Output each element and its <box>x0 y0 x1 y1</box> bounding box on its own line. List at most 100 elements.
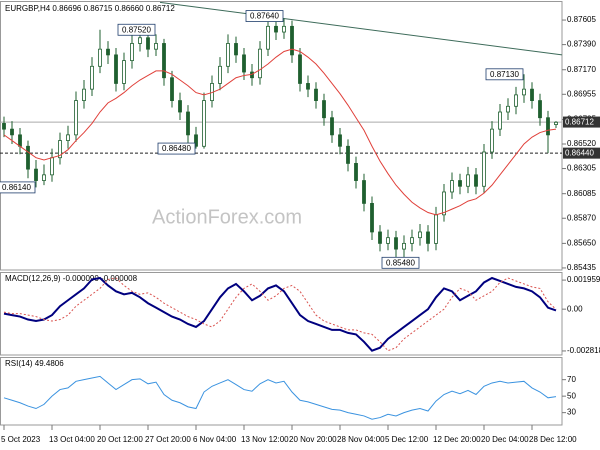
candle-body <box>242 54 246 73</box>
level-label: 0.86440 <box>565 149 594 158</box>
candle-body <box>114 54 118 84</box>
rsi-title: RSI(14) 49.4806 <box>5 359 64 368</box>
candle-body <box>258 48 262 79</box>
y-tick-label: 70 <box>567 375 576 384</box>
candle-body <box>186 111 190 136</box>
y-tick-label: 0.85435 <box>567 263 596 272</box>
price-panel <box>0 1 563 271</box>
candle-body <box>274 25 278 33</box>
candle-body <box>370 202 374 233</box>
y-tick-label: 0.86520 <box>567 139 596 148</box>
annotation-box <box>117 23 156 36</box>
x-tick-label: 28 Dec 12:00 <box>529 435 577 444</box>
candle-body <box>282 25 286 33</box>
y-tick-label: 0.86955 <box>567 89 596 98</box>
x-tick-label: 5 Dec 12:00 <box>385 435 429 444</box>
candle-body <box>354 163 358 181</box>
annotation-box <box>0 181 36 194</box>
candle-body <box>426 231 430 244</box>
candle-body <box>362 180 366 204</box>
candle-body <box>546 117 550 136</box>
annotation-label: 0.87520 <box>122 25 151 34</box>
candle-body <box>202 100 206 147</box>
y-tick-label: 0.87390 <box>567 40 596 49</box>
candle-body <box>266 25 270 50</box>
x-tick-label: 6 Nov 04:00 <box>193 435 237 444</box>
moving-average <box>3 48 557 216</box>
candle-body <box>346 145 350 164</box>
chart-title: EURGBP,H4 0.86696 0.86715 0.86660 0.8671… <box>5 4 175 13</box>
candle-body <box>522 88 526 96</box>
candle-body <box>18 134 22 147</box>
candle-body <box>298 54 302 84</box>
watermark: ActionForex.com <box>152 206 302 228</box>
candle-body <box>146 37 150 50</box>
candle-body <box>482 151 486 187</box>
indicator-line <box>3 277 557 352</box>
candle-body <box>2 123 6 130</box>
candle-body <box>394 237 398 250</box>
candle-body <box>178 100 182 113</box>
candle-body <box>10 128 14 136</box>
annotation-label: 0.87130 <box>490 70 519 79</box>
candle-body <box>34 168 38 181</box>
y-tick-label: 0.85650 <box>567 238 596 247</box>
y-tick-label: 0.86085 <box>567 189 596 198</box>
x-tick-label: 5 Oct 2023 <box>1 435 41 444</box>
candle-body <box>466 174 470 187</box>
x-tick-label: 13 Oct 04:00 <box>49 435 95 444</box>
candle-body <box>306 83 310 90</box>
x-tick-label: 20 Oct 12:00 <box>97 435 143 444</box>
y-tick-label: 0.86305 <box>567 164 596 173</box>
macd-title: MACD(12,26,9) -0.000090 -0.000008 <box>5 274 138 283</box>
candle-body <box>218 65 222 84</box>
annotation-label: 0.86480 <box>162 144 191 153</box>
level-tag <box>563 147 600 159</box>
candle-body <box>418 231 422 239</box>
candle-body <box>538 100 542 119</box>
candle-body <box>290 25 294 56</box>
last-price-tag <box>563 116 600 128</box>
y-tick-label: 0.87170 <box>567 65 596 74</box>
candle-body <box>434 214 438 244</box>
candle-body <box>82 88 86 101</box>
candle-body <box>74 100 78 136</box>
x-tick-label: 13 Nov 12:00 <box>241 435 289 444</box>
candle-body <box>130 43 134 62</box>
candle-body <box>122 60 126 84</box>
annotation-label: 0.86140 <box>2 183 31 192</box>
y-tick-label: 0.87605 <box>567 15 596 24</box>
x-tick-label: 12 Dec 20:00 <box>433 435 481 444</box>
macd-panel <box>0 272 563 356</box>
candle-body <box>378 231 382 244</box>
y-tick-label: 0.00 <box>567 304 583 313</box>
annotation-box <box>485 68 524 81</box>
candle-body <box>194 134 198 147</box>
candle-body <box>330 117 334 136</box>
candle-body <box>338 134 342 147</box>
candle-body <box>90 65 94 90</box>
candle-body <box>386 237 390 244</box>
annotation-label: 0.87640 <box>250 12 279 21</box>
candle-body <box>162 43 166 79</box>
candle-body <box>26 145 30 170</box>
candle-body <box>410 237 414 244</box>
last-price-label: 0.86712 <box>565 118 594 127</box>
x-tick-label: 20 Nov 20:00 <box>289 435 337 444</box>
annotation-box <box>381 256 420 269</box>
candle-body <box>442 191 446 216</box>
candle-body <box>402 242 406 250</box>
candle-body <box>506 105 510 113</box>
trend-line <box>159 1 563 56</box>
candle-body <box>98 48 102 67</box>
candle-body <box>450 180 454 193</box>
y-tick-label: 0.85870 <box>567 213 596 222</box>
candle-body <box>106 48 110 56</box>
candle-body <box>530 88 534 101</box>
annotation-box <box>157 142 196 155</box>
x-tick-label: 27 Oct 20:00 <box>145 435 191 444</box>
y-tick-label: 0.001959 <box>567 275 600 284</box>
annotation-label: 0.85480 <box>386 258 415 267</box>
annotation-box <box>245 10 284 22</box>
